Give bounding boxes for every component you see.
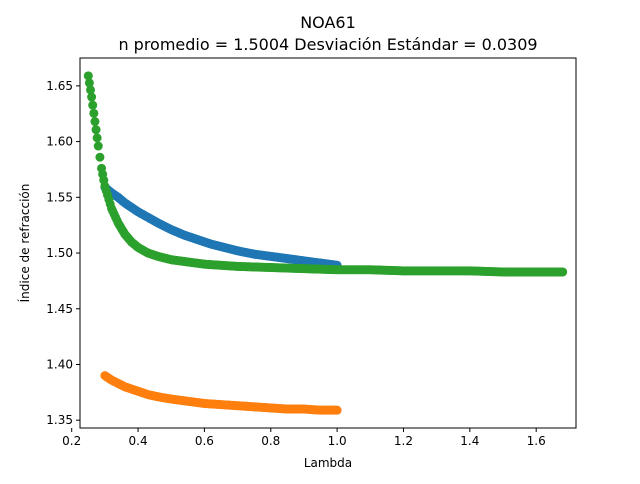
x-tick-label: 0.4 (129, 434, 148, 448)
x-tick-label: 1.4 (460, 434, 479, 448)
x-tick-label: 0.8 (261, 434, 280, 448)
series-3 (83, 71, 568, 277)
data-point (88, 100, 98, 110)
y-tick-label: 1.65 (46, 79, 73, 93)
data-point (95, 152, 105, 162)
data-point (92, 133, 102, 143)
chart-title: NOA61 (300, 13, 356, 32)
y-tick-label: 1.35 (46, 413, 73, 427)
y-tick-label: 1.55 (46, 190, 73, 204)
series-2 (100, 371, 342, 415)
y-tick-label: 1.40 (46, 357, 73, 371)
chart-subtitle: n promedio = 1.5004 Desviación Estándar … (118, 35, 537, 54)
y-axis: 1.35 1.40 1.45 1.50 1.55 1.60 1.65 (46, 79, 80, 427)
plot-area (83, 71, 568, 415)
y-axis-label: Índice de refracción (17, 184, 32, 303)
x-tick-label: 0.2 (62, 434, 81, 448)
data-point (90, 117, 100, 127)
plot-frame (79, 57, 577, 429)
data-point (91, 125, 101, 135)
data-point (84, 78, 94, 88)
x-tick-label: 1.0 (328, 434, 347, 448)
data-point (558, 267, 568, 277)
y-tick-label: 1.60 (46, 135, 73, 149)
data-point (87, 92, 97, 102)
x-tick-label: 1.6 (527, 434, 546, 448)
x-tick-label: 1.2 (394, 434, 413, 448)
data-point (332, 405, 342, 415)
y-tick-label: 1.50 (46, 246, 73, 260)
x-axis-label: Lambda (304, 456, 352, 470)
data-point (86, 85, 96, 95)
series-1 (100, 182, 342, 270)
x-tick-label: 0.6 (195, 434, 214, 448)
data-point (89, 108, 99, 118)
data-point (83, 71, 93, 81)
x-axis: 0.2 0.4 0.6 0.8 1.0 1.2 1.4 1.6 (62, 428, 546, 448)
series-layer (83, 71, 568, 415)
data-point (93, 141, 103, 151)
y-tick-label: 1.45 (46, 302, 73, 316)
